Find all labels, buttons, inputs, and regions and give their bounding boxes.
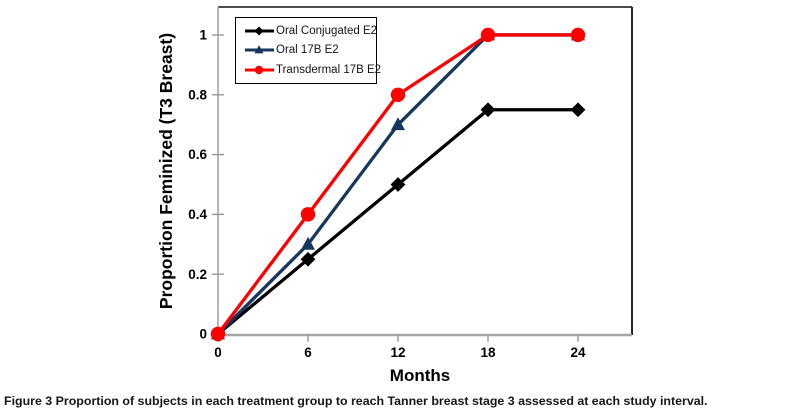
y-tick-label: 0.2 bbox=[188, 267, 207, 282]
circle-marker-icon bbox=[245, 65, 274, 75]
y-tick-label: 0 bbox=[199, 327, 207, 342]
chart-legend: Oral Conjugated E2 Oral 17B E2 Transderm… bbox=[235, 17, 381, 84]
legend-label: Transdermal 17B E2 bbox=[276, 64, 382, 77]
x-tick-label: 0 bbox=[214, 345, 222, 360]
legend-label: Oral Conjugated E2 bbox=[276, 24, 378, 37]
legend-label: Oral 17B E2 bbox=[276, 44, 339, 57]
legend-item-oral-conjugated-e2: Oral Conjugated E2 bbox=[244, 24, 378, 38]
circle-marker-icon bbox=[390, 87, 406, 102]
circle-marker-icon bbox=[570, 27, 586, 43]
figure-caption-label: Figure 3 bbox=[4, 394, 53, 408]
x-axis-label: Months bbox=[390, 366, 450, 385]
circle-marker-icon bbox=[480, 27, 496, 43]
diamond-marker-icon bbox=[570, 102, 586, 118]
series-transdermal-17b-e2 bbox=[210, 27, 586, 342]
diamond-marker-icon bbox=[245, 26, 274, 36]
x-tick-label: 12 bbox=[390, 345, 405, 360]
y-tick-label: 0.6 bbox=[188, 147, 207, 162]
y-axis-label: Proportion Feminized (T3 Breast) bbox=[156, 33, 176, 309]
legend-item-transdermal-17b-e2: Transdermal 17B E2 bbox=[244, 63, 381, 77]
y-tick-label: 1 bbox=[199, 28, 207, 43]
triangle-marker-icon bbox=[301, 236, 315, 250]
triangle-marker-icon bbox=[391, 117, 405, 131]
y-tick-label: 0.8 bbox=[188, 87, 207, 102]
circle-marker-icon bbox=[300, 207, 316, 222]
diamond-marker-icon bbox=[480, 102, 496, 118]
feminization-line-chart: 0 0.2 0.4 0.6 0.8 1 0 6 12 18 24 Months Proportion F… bbox=[156, 6, 633, 385]
x-tick-label: 6 bbox=[304, 345, 312, 360]
x-tick-label: 24 bbox=[570, 345, 586, 360]
legend-item-oral-17b-e2: Oral 17B E2 bbox=[244, 43, 374, 57]
diamond-marker-icon bbox=[390, 177, 406, 192]
series-oral-conjugated-e2 bbox=[210, 102, 586, 342]
circle-marker-icon bbox=[210, 326, 226, 342]
figure-caption-text: Proportion of subjects in each treatment… bbox=[55, 394, 708, 408]
figure-caption: Figure 3 Proportion of subjects in each … bbox=[4, 393, 792, 409]
x-tick-label: 18 bbox=[480, 345, 496, 360]
y-tick-label: 0.4 bbox=[188, 207, 207, 222]
triangle-marker-icon bbox=[245, 45, 274, 54]
diamond-marker-icon bbox=[300, 251, 316, 267]
